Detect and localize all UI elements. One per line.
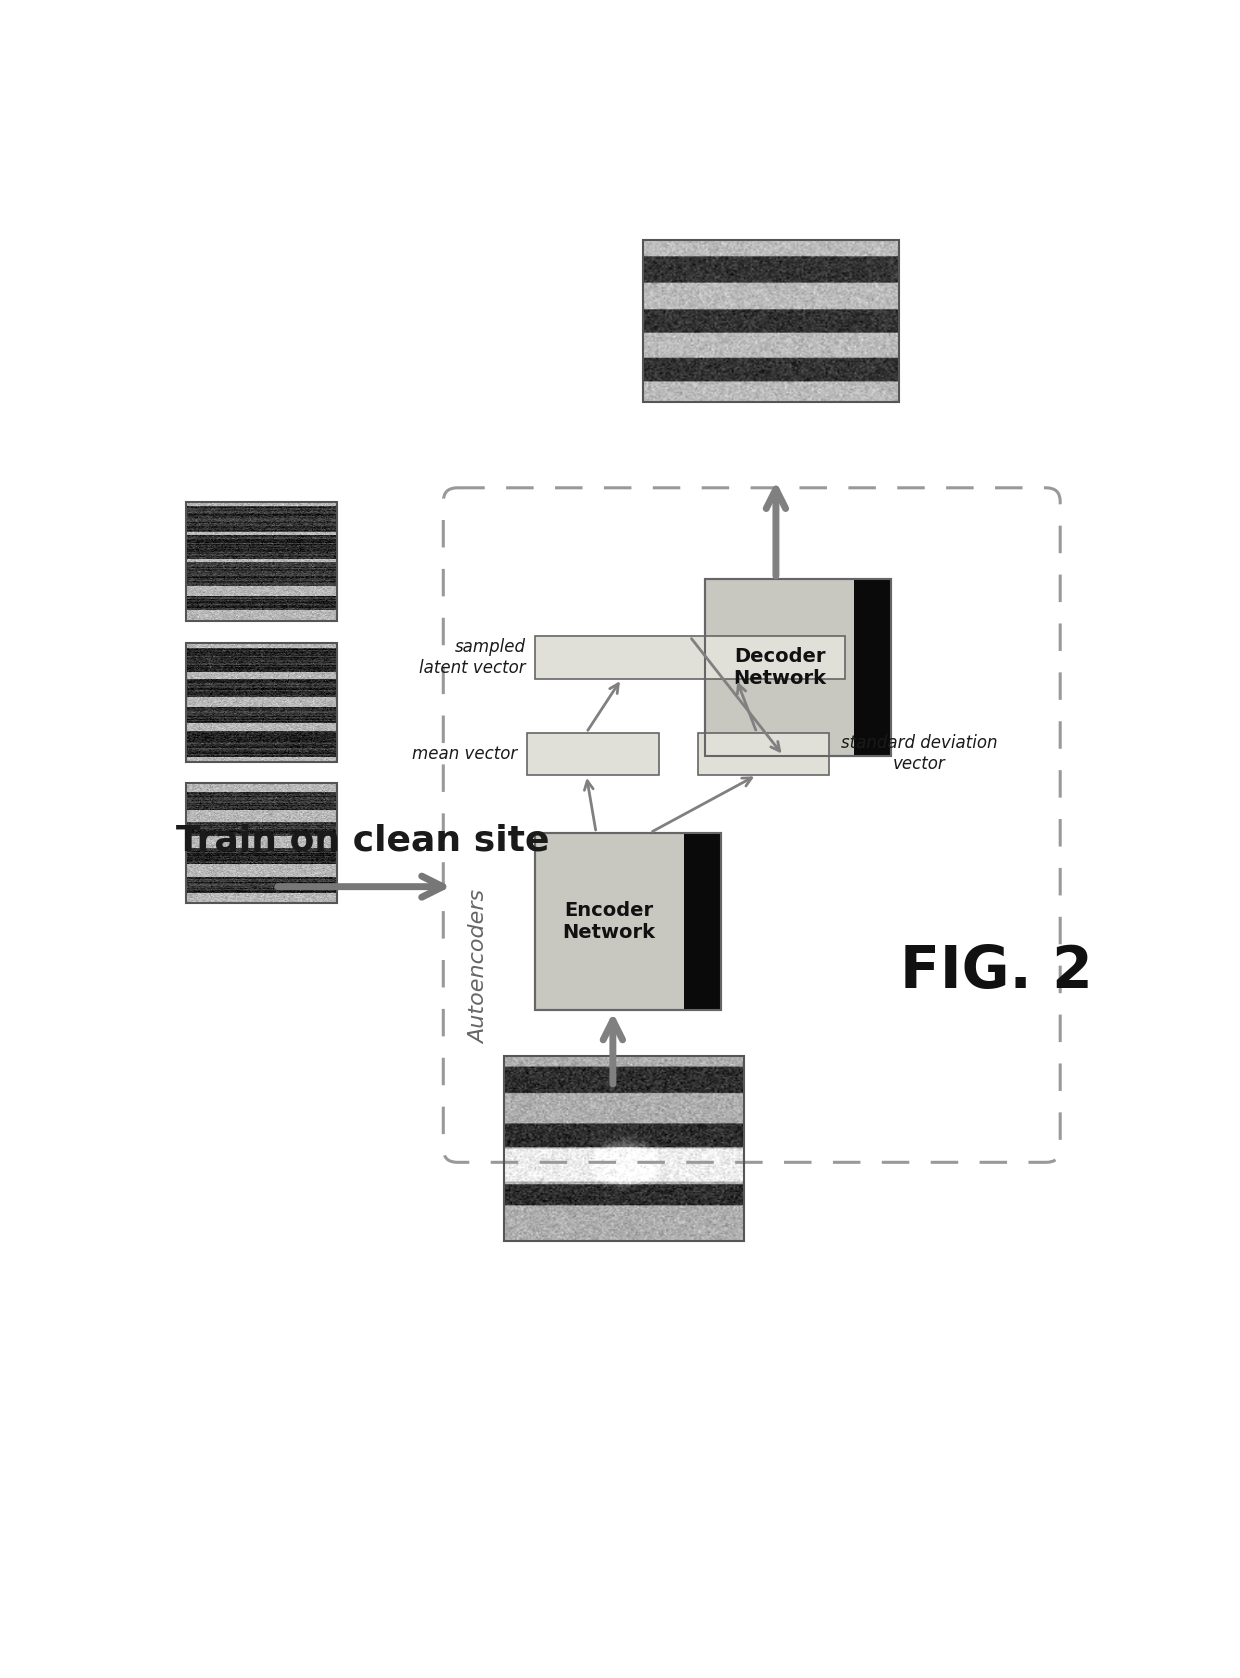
Text: standard deviation
vector: standard deviation vector (841, 735, 997, 774)
Bar (186, 784, 337, 903)
Bar (534, 832, 720, 1010)
Bar (503, 1055, 744, 1240)
Bar (534, 636, 844, 680)
Text: mean vector: mean vector (413, 745, 518, 763)
Bar (186, 643, 337, 762)
Bar (644, 240, 899, 401)
Text: FIG. 2: FIG. 2 (899, 943, 1092, 1000)
Text: Autoencoders: Autoencoders (469, 891, 489, 1044)
Bar (854, 579, 892, 755)
Bar (534, 832, 720, 1010)
Text: Encoder
Network: Encoder Network (563, 901, 656, 941)
Bar (697, 733, 830, 775)
Bar (186, 502, 337, 621)
Bar (683, 832, 720, 1010)
Text: Decoder
Network: Decoder Network (733, 646, 826, 688)
Text: sampled
latent vector: sampled latent vector (419, 638, 526, 676)
Bar (706, 579, 892, 755)
Bar (706, 579, 892, 755)
Text: Train on clean site: Train on clean site (176, 824, 549, 857)
Bar (527, 733, 658, 775)
